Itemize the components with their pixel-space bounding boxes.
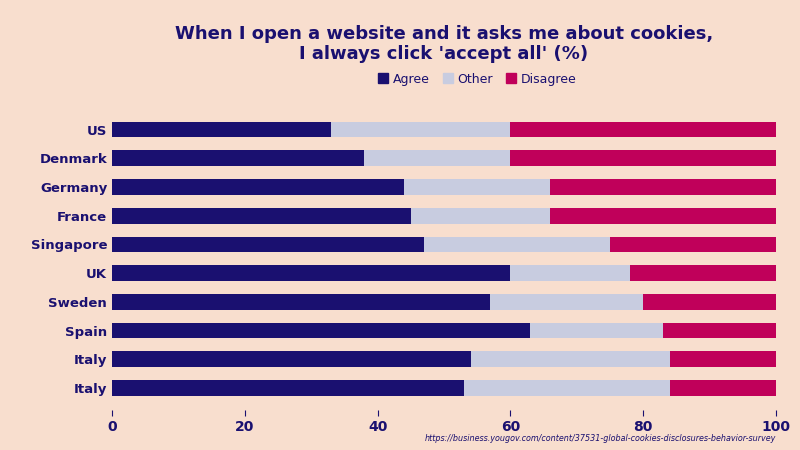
Bar: [112, 294, 490, 310]
Bar: [663, 323, 776, 338]
Bar: [411, 208, 550, 224]
Bar: [510, 150, 776, 166]
Bar: [364, 150, 510, 166]
Bar: [112, 351, 470, 367]
Bar: [112, 122, 331, 138]
Bar: [112, 265, 510, 281]
Bar: [464, 380, 670, 396]
Bar: [470, 351, 670, 367]
Bar: [610, 237, 776, 252]
Bar: [530, 323, 663, 338]
Legend: Agree, Other, Disagree: Agree, Other, Disagree: [373, 68, 582, 90]
Bar: [112, 150, 364, 166]
Bar: [643, 294, 776, 310]
Bar: [550, 208, 776, 224]
Bar: [112, 323, 530, 338]
Bar: [424, 237, 610, 252]
Bar: [670, 380, 776, 396]
Bar: [112, 237, 424, 252]
Bar: [670, 351, 776, 367]
Bar: [112, 380, 464, 396]
Bar: [112, 179, 404, 195]
Bar: [510, 122, 776, 138]
Bar: [404, 179, 550, 195]
Bar: [630, 265, 776, 281]
Bar: [550, 179, 776, 195]
Bar: [510, 265, 630, 281]
Bar: [331, 122, 510, 138]
Text: https://business.yougov.com/content/37531-global-cookies-disclosures-behavior-su: https://business.yougov.com/content/3753…: [425, 434, 776, 443]
Title: When I open a website and it asks me about cookies,
I always click 'accept all' : When I open a website and it asks me abo…: [175, 25, 713, 63]
Bar: [490, 294, 643, 310]
Bar: [112, 208, 411, 224]
